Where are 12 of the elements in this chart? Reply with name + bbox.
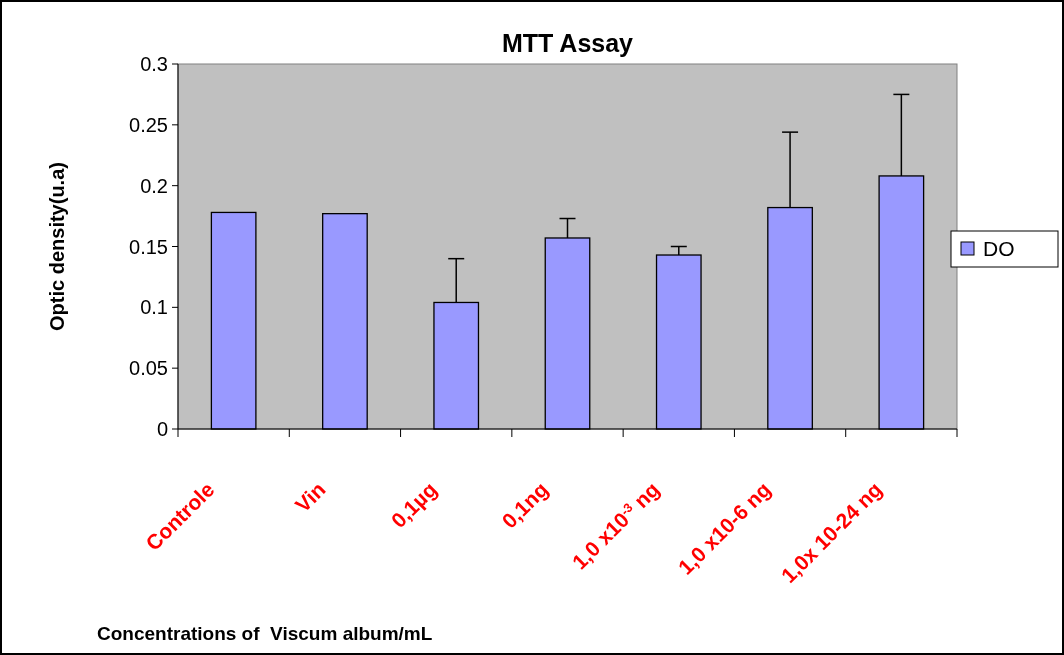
y-tick-label: 0.1 [140, 296, 168, 319]
y-tick-label: 0.05 [129, 357, 168, 380]
x-axis-title: Concentrations of Viscum album/mL [97, 623, 433, 644]
y-axis-title: Optic density(u.a) [46, 162, 68, 331]
legend-label: DO [983, 237, 1015, 261]
x-tick-label: Vin [290, 477, 330, 517]
chart-title: MTT Assay [501, 29, 634, 57]
y-tick-label: 0 [156, 418, 168, 440]
y-tick-label: 0.3 [140, 53, 168, 75]
y-tick-label: 0.2 [140, 174, 168, 197]
y-tick-label: 0.25 [129, 113, 168, 136]
y-tick-label: 0.15 [129, 235, 168, 258]
